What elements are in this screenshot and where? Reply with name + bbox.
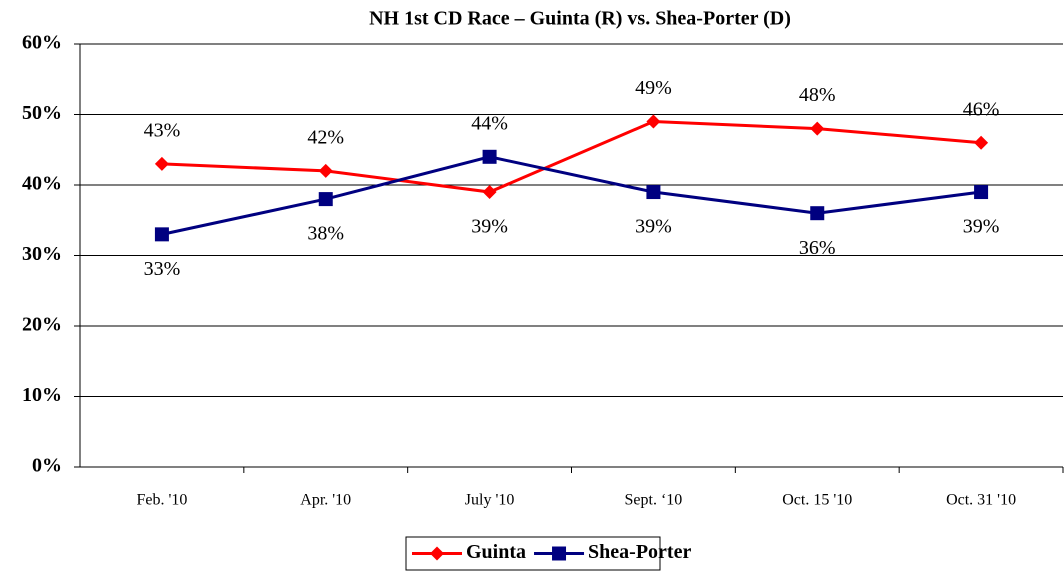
x-tick-label: Oct. 15 '10 [782,492,852,509]
y-tick-label: 0% [32,455,62,477]
data-point [810,121,825,136]
data-point [482,149,497,164]
y-tick-label: 30% [22,243,62,265]
data-label: 33% [144,258,181,280]
y-tick-label: 20% [22,314,62,336]
chart-title: NH 1st CD Race – Guinta (R) vs. Shea-Por… [369,8,791,30]
data-label: 48% [799,84,836,106]
legend-label: Shea-Porter [588,541,691,563]
data-point [974,185,989,200]
legend-label: Guinta [466,541,526,563]
data-point [974,135,989,150]
data-point [646,114,661,129]
series-line [161,155,982,236]
data-point [810,206,825,221]
data-point [482,185,497,200]
x-tick-label: Sept. ‘10 [625,492,683,509]
data-label: 43% [144,119,181,141]
data-label: 42% [307,126,344,148]
x-tick-label: Oct. 31 '10 [946,492,1016,509]
data-point [318,163,333,178]
legend-marker [430,546,444,561]
legend: Guinta Shea-Porter [405,536,691,571]
y-tick-label: 40% [22,173,62,195]
y-tick-label: 60% [22,32,62,54]
data-label: 36% [799,237,836,259]
data-label: 39% [963,216,1000,238]
data-point [318,192,333,207]
data-point [154,156,169,171]
y-tick-label: 10% [22,384,62,406]
y-tick-label: 50% [22,102,62,124]
data-label: 44% [471,112,508,134]
data-label: 39% [635,216,672,238]
legend-marker [552,546,567,561]
data-point [646,185,661,200]
data-label: 39% [471,216,508,238]
series-line [161,120,982,194]
x-tick-label: Feb. '10 [136,492,187,509]
data-label: 49% [635,77,672,99]
x-tick-label: Apr. '10 [300,492,351,509]
data-label: 46% [963,98,1000,120]
data-label: 38% [307,223,344,245]
data-point [154,227,169,242]
x-tick-label: July '10 [465,492,515,509]
